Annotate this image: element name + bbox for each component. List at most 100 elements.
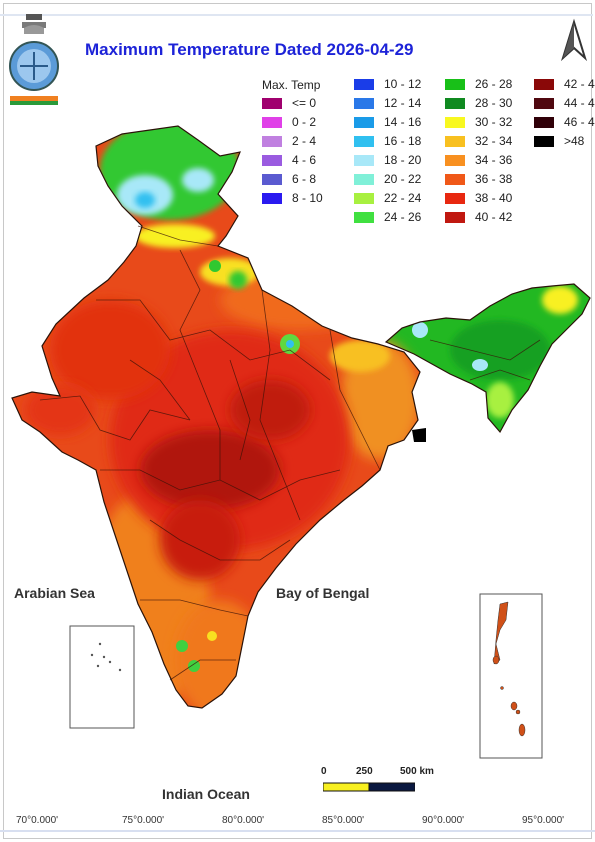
scale-tick-0: 0 <box>321 766 327 777</box>
lakshadweep-inset <box>69 625 135 729</box>
legend-swatch <box>445 78 465 90</box>
legend-label: 30 - 32 <box>475 115 513 129</box>
legend-swatch <box>354 173 374 185</box>
legend-label: 36 - 38 <box>475 172 513 186</box>
legend-item: 40 - 42 <box>445 209 512 225</box>
longitude-label: 75°0.000' <box>122 815 165 826</box>
legend-swatch <box>445 154 465 166</box>
legend-swatch <box>445 135 465 147</box>
scale-tick-250: 250 <box>356 766 373 777</box>
legend-label: 28 - 30 <box>475 96 513 110</box>
indian-ocean-label: Indian Ocean <box>162 786 250 802</box>
legend-item: 20 - 22 <box>354 171 421 187</box>
legend-label: 40 - 42 <box>475 210 513 224</box>
legend-swatch <box>445 173 465 185</box>
legend-swatch <box>445 97 465 109</box>
legend-label: 6 - 8 <box>292 172 317 186</box>
legend-swatch <box>354 116 374 128</box>
legend-item: 24 - 26 <box>354 209 421 225</box>
longitude-label: 80°0.000' <box>222 815 265 826</box>
legend-item: 46 - 48 <box>534 114 595 130</box>
legend-swatch <box>262 135 282 147</box>
legend-label: 8 - 10 <box>292 191 323 205</box>
legend-swatch <box>262 116 282 128</box>
andaman-inset <box>479 593 543 759</box>
legend-item: 14 - 16 <box>354 114 421 130</box>
legend-label: 20 - 22 <box>384 172 422 186</box>
legend-item: 42 - 44 <box>534 76 595 92</box>
legend-label: <= 0 <box>292 96 317 110</box>
temperature-legend: Max. Temp <= 0 0 - 2 2 - 4 4 - 6 6 - 8 8 - 10… <box>262 74 595 234</box>
legend-label: 24 - 26 <box>384 210 422 224</box>
legend-swatch <box>262 97 282 109</box>
legend-item: 16 - 18 <box>354 133 421 149</box>
legend-swatch <box>262 154 282 166</box>
legend-swatch <box>534 78 554 90</box>
legend-heading: Max. Temp <box>262 78 321 92</box>
legend-label: 10 - 12 <box>384 77 422 91</box>
legend-swatch <box>262 173 282 185</box>
legend-swatch <box>354 78 374 90</box>
bottom-rule <box>0 830 595 832</box>
legend-swatch <box>534 135 554 147</box>
top-rule <box>0 14 593 16</box>
bay-of-bengal-label: Bay of Bengal <box>276 585 370 601</box>
legend-label: 4 - 6 <box>292 153 317 167</box>
map-frame <box>3 3 592 839</box>
legend-label: 44 - 46 <box>564 96 595 110</box>
legend-item: 38 - 40 <box>445 190 512 206</box>
legend-item: 4 - 6 <box>262 152 316 168</box>
longitude-label: 95°0.000' <box>522 815 565 826</box>
legend-swatch <box>445 211 465 223</box>
legend-item: 10 - 12 <box>354 76 421 92</box>
arabian-sea-label: Arabian Sea <box>14 585 95 601</box>
legend-item: 12 - 14 <box>354 95 421 111</box>
legend-item: 2 - 4 <box>262 133 316 149</box>
legend-item: <= 0 <box>262 95 316 111</box>
north-arrow-icon <box>560 18 588 62</box>
legend-label: 0 - 2 <box>292 115 317 129</box>
longitude-label: 70°0.000' <box>16 815 59 826</box>
scale-bar: 0 250 500 km <box>318 766 448 796</box>
legend-swatch <box>354 97 374 109</box>
legend-item: 34 - 36 <box>445 152 512 168</box>
legend-item: 36 - 38 <box>445 171 512 187</box>
legend-label: 32 - 34 <box>475 134 513 148</box>
legend-swatch <box>354 211 374 223</box>
legend-item: 18 - 20 <box>354 152 421 168</box>
longitude-label: 90°0.000' <box>422 815 465 826</box>
legend-item: 0 - 2 <box>262 114 316 130</box>
legend-label: 34 - 36 <box>475 153 513 167</box>
legend-label: 42 - 44 <box>564 77 595 91</box>
legend-swatch <box>445 192 465 204</box>
legend-label: 16 - 18 <box>384 134 422 148</box>
legend-swatch <box>445 116 465 128</box>
legend-item: 26 - 28 <box>445 76 512 92</box>
legend-item: 32 - 34 <box>445 133 512 149</box>
legend-item: >48 <box>534 133 584 149</box>
legend-swatch <box>354 135 374 147</box>
longitude-label: 85°0.000' <box>322 815 365 826</box>
legend-label: 22 - 24 <box>384 191 422 205</box>
legend-label: 2 - 4 <box>292 134 317 148</box>
legend-item: 8 - 10 <box>262 190 323 206</box>
map-title: Maximum Temperature Dated 2026-04-29 <box>85 40 414 59</box>
legend-swatch <box>534 97 554 109</box>
legend-item: 44 - 46 <box>534 95 595 111</box>
legend-item: 22 - 24 <box>354 190 421 206</box>
legend-swatch <box>262 192 282 204</box>
legend-label: 38 - 40 <box>475 191 513 205</box>
legend-item: 30 - 32 <box>445 114 512 130</box>
legend-swatch <box>354 192 374 204</box>
legend-item: 6 - 8 <box>262 171 316 187</box>
scale-tick-500: 500 km <box>400 766 434 777</box>
legend-label: 12 - 14 <box>384 96 422 110</box>
legend-label: 14 - 16 <box>384 115 422 129</box>
legend-swatch <box>354 154 374 166</box>
imd-emblem-logo <box>9 14 59 105</box>
legend-label: >48 <box>564 134 585 148</box>
legend-item: 28 - 30 <box>445 95 512 111</box>
legend-label: 18 - 20 <box>384 153 422 167</box>
legend-swatch <box>534 116 554 128</box>
